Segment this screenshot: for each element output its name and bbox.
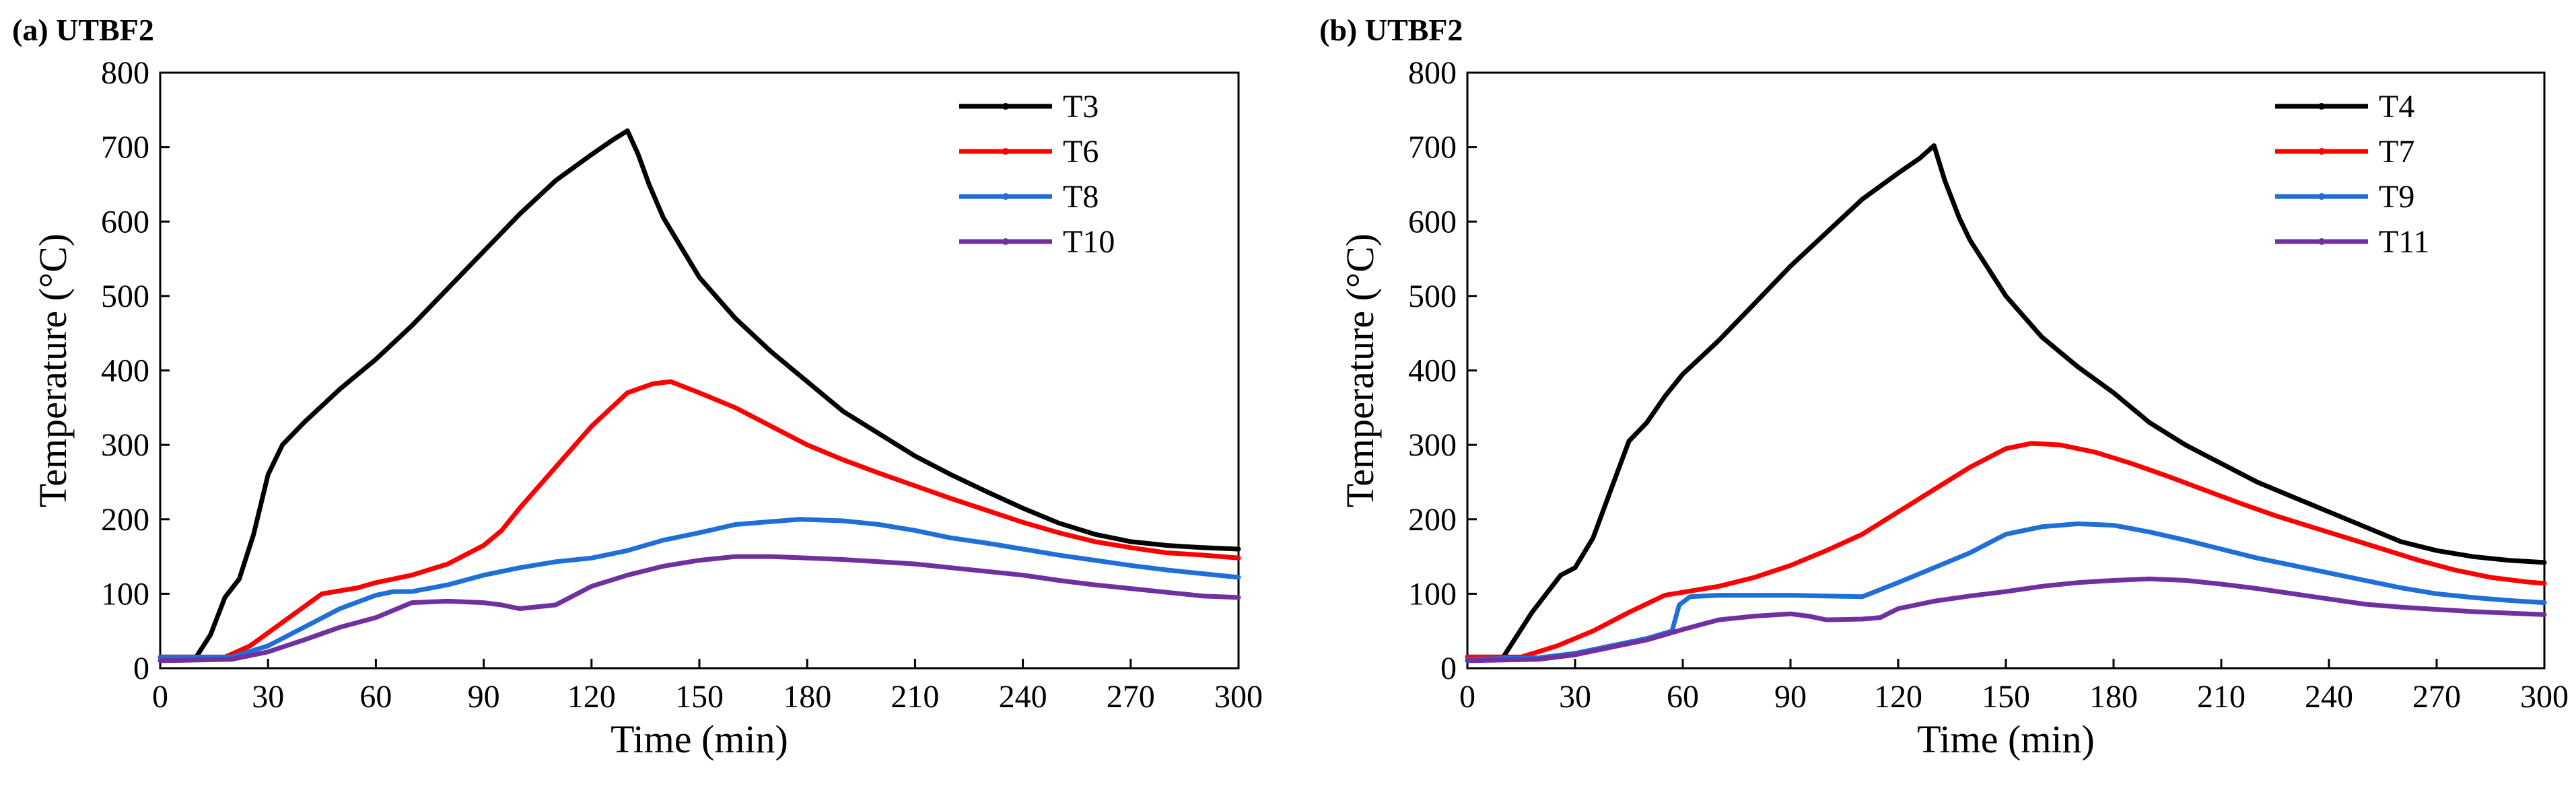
- x-tick-label: 30: [1559, 679, 1591, 715]
- legend-label-t7: T7: [2379, 134, 2414, 170]
- y-tick-label: 600: [1408, 204, 1457, 240]
- series-line-t11: [1465, 576, 2547, 663]
- y-tick-label: 0: [1440, 651, 1457, 686]
- y-tick-label: 400: [1408, 353, 1457, 389]
- y-tick-label: 200: [101, 502, 149, 538]
- legend-label-t6: T6: [1063, 134, 1099, 170]
- panel-b: (b) UTBF2 0 30 60 90 120 150 180 210 240 270 300 0 1…: [1319, 13, 2569, 761]
- panel-a: (a) UTBF2 0 30 60 90 120 150 180 210 240 270 300 0 1…: [12, 13, 1263, 761]
- y-tick-label: 700: [101, 130, 149, 166]
- x-tick-label: 60: [1667, 679, 1699, 715]
- legend-marker-t10: [1002, 238, 1009, 245]
- legend-marker-t11: [2318, 238, 2325, 245]
- y-tick-label: 300: [101, 427, 149, 463]
- series-line-t9: [1465, 521, 2547, 662]
- y-axis-label: Temperature (°C): [31, 234, 75, 507]
- legend-label-t3: T3: [1063, 89, 1099, 124]
- x-axis-label: Time (min): [611, 717, 788, 761]
- x-tick-label: 180: [783, 679, 831, 715]
- legend-marker-t6: [1002, 148, 1009, 155]
- x-tick-label: 210: [891, 679, 939, 715]
- y-tick-label: 500: [101, 279, 149, 314]
- x-tick-label: 180: [2089, 679, 2138, 715]
- x-tick-label: 270: [1107, 679, 1155, 715]
- y-tick-label: 100: [101, 576, 149, 612]
- x-tick-label: 300: [1214, 679, 1263, 715]
- x-tick-label: 120: [1874, 679, 1922, 715]
- legend-label-t8: T8: [1063, 179, 1099, 215]
- series-line-t3: [158, 128, 1241, 659]
- legend-marker-t4: [2318, 103, 2325, 110]
- x-tick-label: 0: [1459, 679, 1475, 715]
- legend-label-t11: T11: [2379, 224, 2430, 260]
- x-tick-label: 90: [1774, 679, 1807, 715]
- x-tick-label: 90: [468, 679, 500, 715]
- legend-marker-t7: [2318, 148, 2325, 155]
- x-tick-label: 210: [2197, 679, 2246, 715]
- y-tick-label: 200: [1408, 502, 1457, 538]
- panel-b-title: (b) UTBF2: [1319, 13, 1463, 47]
- legend-label-t9: T9: [2379, 179, 2414, 215]
- series-line-t7: [1465, 441, 2547, 659]
- y-tick-label: 800: [101, 55, 149, 91]
- x-tick-label: 240: [2305, 679, 2353, 715]
- x-axis-label: Time (min): [1917, 717, 2095, 761]
- legend-label-t4: T4: [2379, 89, 2414, 124]
- x-tick-label: 300: [2520, 679, 2569, 715]
- y-axis-label: Temperature (°C): [1338, 234, 1382, 507]
- y-tick-label: 100: [1408, 576, 1457, 612]
- x-tick-label: 120: [567, 679, 616, 715]
- y-tick-label: 300: [1408, 427, 1457, 463]
- x-tick-label: 30: [252, 679, 284, 715]
- x-tick-label: 240: [999, 679, 1047, 715]
- y-tick-label: 700: [1408, 130, 1457, 166]
- y-tick-label: 400: [101, 353, 149, 389]
- x-tick-label: 0: [152, 679, 168, 715]
- series-line-t4: [1465, 143, 2547, 659]
- y-tick-label: 0: [133, 651, 149, 686]
- series-line-t10: [158, 554, 1241, 663]
- legend-marker-t3: [1002, 103, 1009, 110]
- series-line-t6: [158, 379, 1241, 659]
- legend-label-t10: T10: [1063, 224, 1115, 260]
- legend-marker-t9: [2318, 193, 2325, 200]
- x-tick-label: 150: [1982, 679, 2030, 715]
- y-tick-label: 800: [1408, 55, 1457, 91]
- x-tick-label: 60: [359, 679, 392, 715]
- x-tick-label: 150: [675, 679, 724, 715]
- series-line-t8: [158, 517, 1241, 659]
- panel-a-title: (a) UTBF2: [12, 13, 154, 47]
- x-tick-label: 270: [2412, 679, 2461, 715]
- y-tick-label: 600: [101, 204, 149, 240]
- legend-marker-t8: [1002, 193, 1009, 200]
- y-tick-label: 500: [1408, 279, 1457, 314]
